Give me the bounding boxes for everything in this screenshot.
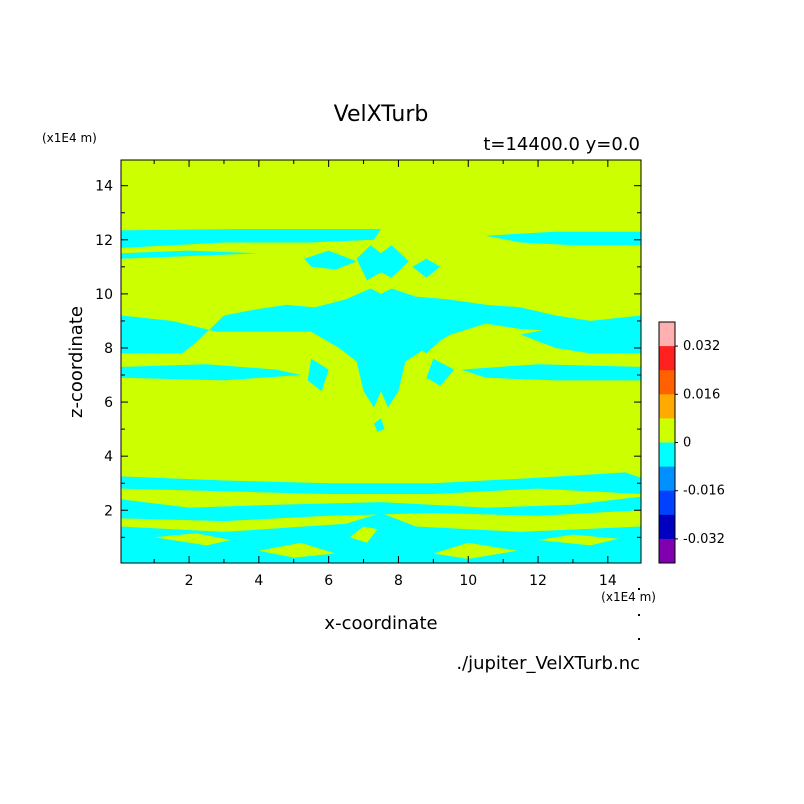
contour-negative-region [121,250,259,259]
x-tick-label: 8 [394,573,403,589]
y-unit-label: (x1E4 m) [42,131,97,145]
contour-positive-island [349,526,378,543]
colorbar-swatch [659,322,675,347]
colorbar-swatch [659,346,675,371]
chart-title: VelXTurb [334,102,429,127]
colorbar-swatch [659,514,675,540]
colorbar: 0.032 0.016 0 -0.016 -0.032 [658,321,725,564]
contour-negative-region [121,364,301,381]
contour-negative-region [461,364,641,381]
colorbar-tick-label: -0.032 [683,532,725,547]
colorbar-swatch [659,466,675,491]
y-axis-title: z-coordinate [66,306,87,418]
contour-negative-region [374,418,385,432]
contour-negative-region [520,315,641,354]
plot-area: 2 4 6 8 10 12 14 2 4 6 8 10 12 14 [95,159,642,589]
contour-positive-island [258,542,336,558]
y-tick-label: 8 [104,341,113,357]
colorbar-swatch [659,370,675,395]
colorbar-swatch [659,538,675,564]
contour-negative-region [405,326,448,354]
contour-negative-region [485,231,641,246]
contour-negative-region [304,250,357,270]
x-tick-label: 14 [599,573,617,589]
x-tick-label: 12 [529,573,547,589]
plot-frame [120,159,642,564]
contour-negative-region [426,358,455,386]
contour-negative-region [224,288,591,408]
colorbar-swatch [659,442,675,467]
y-tick-label: 2 [104,503,113,519]
contour-negative-region [412,258,441,278]
colorbar-tick-label: -0.016 [683,484,725,499]
contour-negative-region [307,358,329,392]
x-tick-label: 2 [185,573,194,589]
y-tick-label: 12 [95,233,113,249]
y-tick-label: 6 [104,395,113,411]
contour-positive-island [538,534,619,546]
y-tick-label: 4 [104,449,113,465]
y-tick-label: 10 [95,287,113,303]
x-unit-label: (x1E4 m) [601,590,656,604]
contour-positive-island [433,542,518,559]
colorbar-tick-label: 0.016 [683,387,720,402]
contour-positive-island [154,533,231,546]
contour-negative-region [121,496,641,522]
colorbar-swatch [659,490,675,516]
colorbar-tick-label: 0 [683,436,691,451]
y-tick-label: 14 [95,179,113,195]
chart-subtitle: t=14400.0 y=0.0 [483,134,640,155]
x-tick-label: 6 [324,573,333,589]
contour-negative-region [356,245,409,281]
contour-negative-region [121,229,381,248]
x-axis-title: x-coordinate [324,613,437,634]
contour-negative-region [121,315,277,354]
colorbar-swatch [659,418,675,443]
colorbar-swatch [659,394,675,419]
chart-text: VelXTurb t=14400.0 y=0.0 (x1E4 m) (x1E4 … [42,102,656,674]
contour-negative-region [328,326,371,354]
colorbar-tick-label: 0.032 [683,339,720,354]
contour-negative-region [121,472,641,494]
contour-field [121,160,641,563]
x-tick-label: 4 [254,573,263,589]
source-filename: ./jupiter_VelXTurb.nc [456,653,640,674]
x-tick-label: 10 [459,573,477,589]
decorative-dots [638,588,640,640]
